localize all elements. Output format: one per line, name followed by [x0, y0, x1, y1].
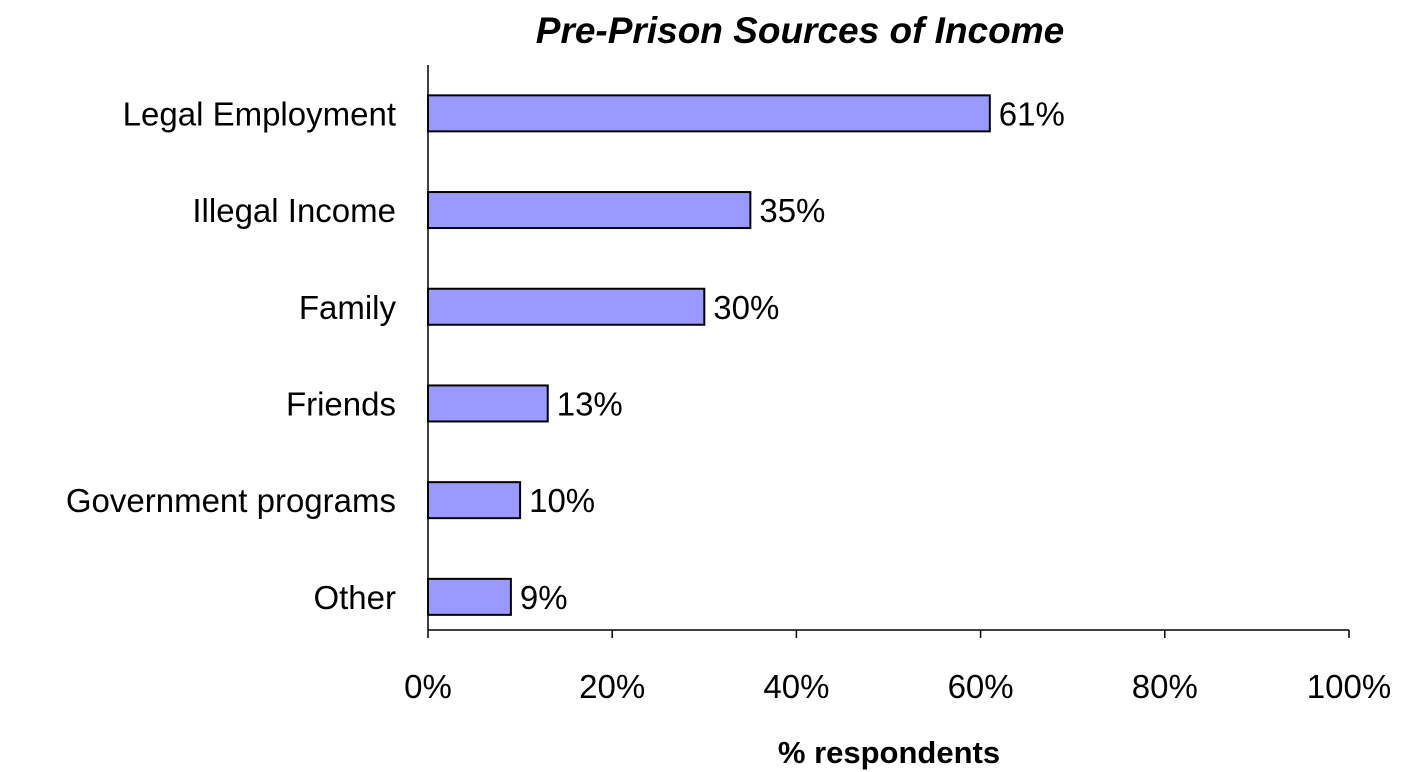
category-label: Other — [313, 579, 396, 616]
data-label: 10% — [529, 482, 595, 519]
x-tick-label: 20% — [579, 668, 645, 705]
data-label: 9% — [520, 579, 568, 616]
category-label: Friends — [286, 385, 396, 422]
bar — [427, 287, 706, 326]
bar — [427, 191, 752, 230]
category-label: Government programs — [66, 482, 396, 519]
category-label: Family — [299, 289, 397, 326]
bar — [427, 577, 512, 616]
plot-area: 0% 20% 40% 60% 80% 100% Legal Employment 61% Ill… — [66, 65, 1391, 705]
data-label: 35% — [759, 192, 825, 229]
x-tick-label: 80% — [1132, 668, 1198, 705]
data-label: 30% — [713, 289, 779, 326]
data-label: 13% — [557, 385, 623, 422]
x-tick-label: 40% — [763, 668, 829, 705]
data-label: 61% — [999, 95, 1065, 132]
x-tick-label: 60% — [948, 668, 1014, 705]
category-label: Legal Employment — [123, 95, 396, 132]
bar — [427, 94, 991, 133]
chart-title: Pre-Prison Sources of Income — [536, 10, 1064, 51]
bar — [427, 481, 522, 520]
x-tick-label: 0% — [404, 668, 452, 705]
bar — [427, 384, 549, 423]
category-label: Illegal Income — [192, 192, 396, 229]
x-axis-label: % respondents — [778, 735, 1000, 770]
x-tick-label: 100% — [1307, 668, 1391, 705]
